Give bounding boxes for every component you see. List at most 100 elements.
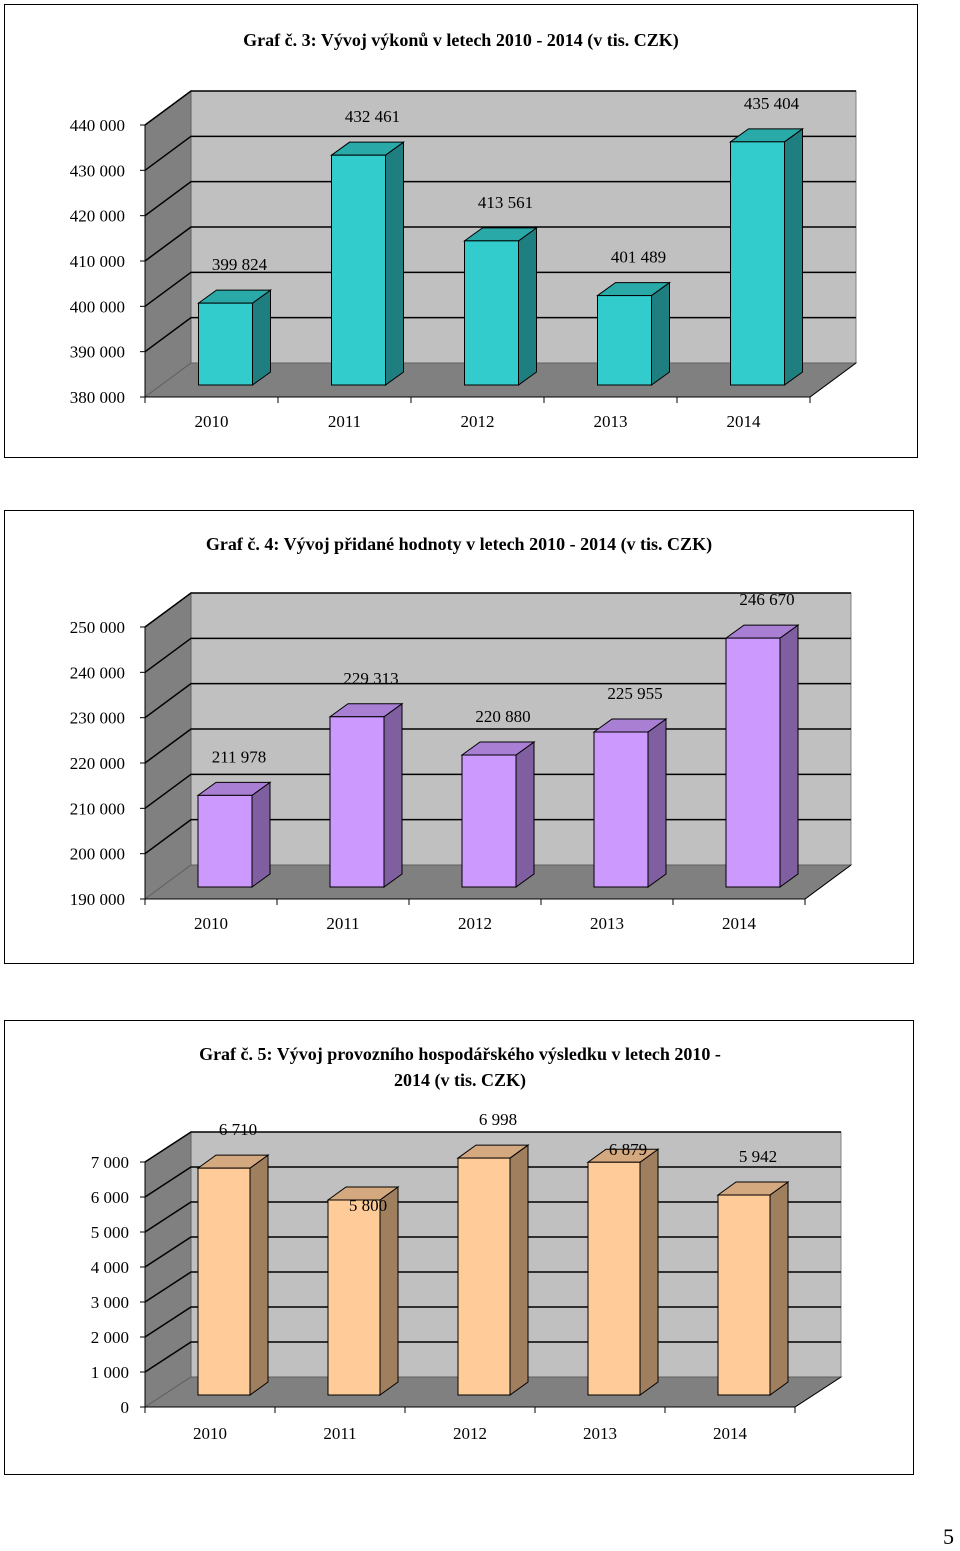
y-tick-label: 430 000 [70,161,125,180]
x-tick-label: 2013 [590,914,624,933]
data-label: 225 955 [607,684,662,703]
bar-front [725,637,781,888]
bar-front [329,716,385,888]
bar-2014 [716,1181,790,1396]
bar-side [518,226,537,386]
bar-front [198,302,253,386]
floor-edge [809,362,857,398]
bar-front [593,731,649,888]
y-tick-label: 210 000 [70,799,125,818]
chart-plot: 380 000 390 000 400 000 410 000 420 000 430 0… [70,90,858,431]
bar-2012 [456,1144,530,1396]
y-tick-label: 240 000 [70,663,125,682]
y-tick-label: 230 000 [70,709,125,728]
y-tick-label: 3 000 [91,1293,129,1312]
x-tick-label: 2010 [195,412,229,431]
data-label: 401 489 [611,248,666,267]
bar-2012 [460,741,536,888]
bar-2014 [724,624,800,888]
data-label: 229 313 [343,669,398,688]
bar-side [651,281,670,386]
bar-front [597,295,652,386]
data-label: 6 998 [479,1110,517,1129]
bar-front [717,1194,771,1396]
gridline [144,226,856,262]
y-tick-label: 220 000 [70,754,125,773]
side-wall [144,1131,192,1408]
y-tick-label: 7 000 [91,1153,129,1172]
bar-2010 [196,289,273,386]
x-tick-label: 2014 [722,914,757,933]
bar-2013 [592,718,668,888]
chart-title: Graf č. 3: Vývoj výkonů v letech 2010 - … [243,30,679,50]
gridline [144,271,856,307]
y-tick-label: 190 000 [70,890,125,909]
bar-side [509,1144,529,1396]
bar-side [769,1181,789,1396]
data-label: 413 561 [478,193,533,212]
chart-plot: 190 000 200 000 210 000 220 000 230 000 240 0… [70,590,853,933]
x-tick-label: 2014 [727,412,762,431]
data-label: 6 710 [219,1120,257,1139]
bar-2011 [329,141,406,386]
bar-side [383,702,403,888]
x-tick-label: 2011 [328,412,361,431]
chart-title: Graf č. 4: Vývoj přidané hodnoty v letec… [205,534,713,554]
chart-plot: 0 1 000 2 000 3 000 4 000 5 000 6 000 7 000 6 71… [91,1110,843,1443]
data-label: 399 824 [212,255,268,274]
bar-2014 [728,127,805,386]
y-tick-label: 5 000 [91,1223,129,1242]
x-tick-label: 2010 [193,1424,227,1443]
bar-side [249,1154,269,1396]
gridline [144,637,851,673]
bar-2011 [328,702,404,888]
gridline [144,592,851,628]
bar-front [464,240,519,386]
x-tick-label: 2011 [323,1424,356,1443]
bar-side [639,1148,659,1396]
y-tick-label: 250 000 [70,618,125,637]
y-tick-label: 2 000 [91,1328,129,1347]
bar-front [730,141,785,386]
gridline [144,682,851,719]
x-tick-label: 2013 [583,1424,617,1443]
y-tick-label: 0 [121,1398,130,1417]
data-label: 246 670 [739,590,794,609]
bar-2010 [196,1154,270,1396]
x-tick-label: 2012 [458,914,492,933]
page-number: 5 [943,1524,954,1549]
y-tick-label: 4 000 [91,1258,129,1277]
data-label: 5 800 [349,1196,387,1215]
bar-side [251,781,271,888]
gridline [144,90,856,126]
chart-pridana-hodnota: Graf č. 4: Vývoj přidané hodnoty v letec… [4,510,914,964]
y-tick-label: 410 000 [70,252,125,271]
bar-front [461,754,517,888]
x-tick-label: 2010 [194,914,228,933]
floor-edge [794,1376,842,1408]
gridline [144,180,856,217]
y-tick-label: 440 000 [70,116,125,135]
chart-vykony: Graf č. 3: Vývoj výkonů v letech 2010 - … [4,4,918,458]
y-tick-label: 6 000 [91,1188,129,1207]
y-tick-label: 390 000 [70,343,125,362]
bar-side [779,624,799,888]
bar-side [515,741,535,888]
data-label: 5 942 [739,1147,777,1166]
bar-2013 [595,281,672,386]
x-tick-label: 2011 [326,914,359,933]
x-tick-label: 2012 [453,1424,487,1443]
bar-front [197,1167,251,1396]
bar-front [587,1161,641,1396]
data-label: 220 880 [475,707,530,726]
x-tick-label: 2014 [713,1424,748,1443]
gridline [144,1131,841,1163]
bar-front [457,1157,511,1396]
data-label: 6 879 [609,1140,647,1159]
floor-edge [804,864,852,900]
bar-2012 [462,226,539,386]
chart-title: Graf č. 5: Vývoj provozního hospodářskéh… [199,1044,721,1090]
gridline [144,135,856,171]
y-tick-label: 380 000 [70,388,125,407]
y-tick-label: 400 000 [70,297,125,316]
